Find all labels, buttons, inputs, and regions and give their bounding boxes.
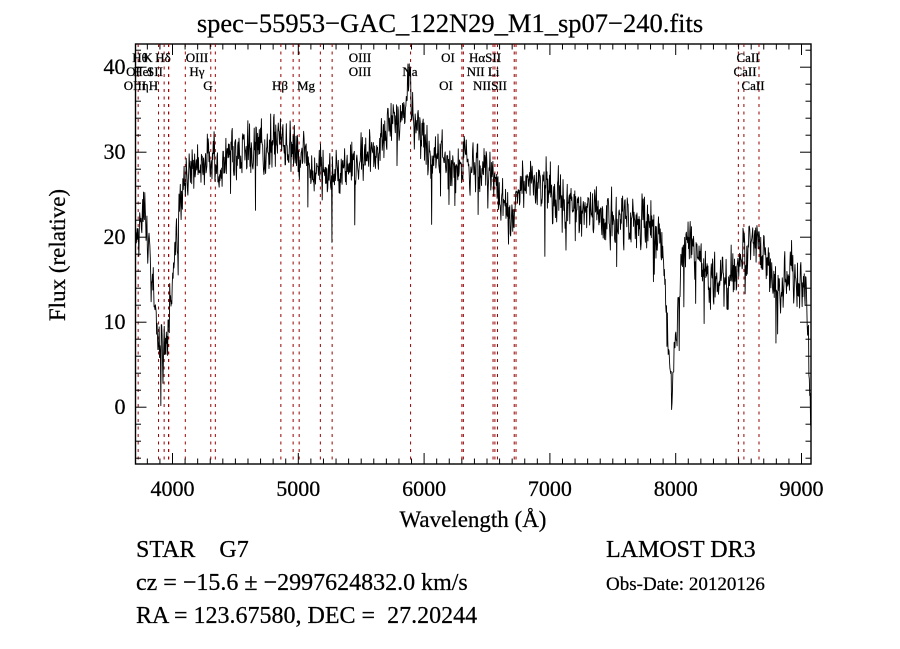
svg-text:7000: 7000 xyxy=(528,476,572,501)
svg-text:4000: 4000 xyxy=(151,476,195,501)
svg-text:40: 40 xyxy=(104,54,126,79)
svg-text:HαSII: HαSII xyxy=(469,50,501,65)
svg-text:30: 30 xyxy=(104,139,126,164)
svg-text:STAR G7: STAR G7 xyxy=(136,537,249,563)
svg-text:10: 10 xyxy=(104,309,126,334)
svg-text:OIII: OIII xyxy=(186,50,208,65)
svg-text:K: K xyxy=(143,50,153,65)
svg-text:Hδ: Hδ xyxy=(155,50,171,65)
svg-text:G: G xyxy=(203,78,212,93)
svg-text:5000: 5000 xyxy=(276,476,320,501)
svg-text:Mg: Mg xyxy=(297,78,316,93)
svg-text:6000: 6000 xyxy=(402,476,446,501)
svg-text:Obs-Date: 20120126: Obs-Date: 20120126 xyxy=(606,574,765,595)
svg-text:ηH: ηH xyxy=(142,78,158,93)
svg-text:spec−55953−GAC_122N29_M1_sp07−: spec−55953−GAC_122N29_M1_sp07−240.fits xyxy=(197,8,703,38)
svg-text:Hβ: Hβ xyxy=(272,78,288,93)
svg-text:CaII: CaII xyxy=(736,50,759,65)
svg-text:NII Li: NII Li xyxy=(467,64,500,79)
svg-text:9000: 9000 xyxy=(780,476,824,501)
svg-text:CaII: CaII xyxy=(733,64,756,79)
svg-text:Hγ: Hγ xyxy=(189,64,204,79)
svg-text:NIISII: NIISII xyxy=(473,78,507,93)
svg-text:OI: OI xyxy=(441,50,455,65)
svg-text:OI: OI xyxy=(439,78,453,93)
svg-text:0: 0 xyxy=(115,394,126,419)
svg-text:OIII: OIII xyxy=(349,64,371,79)
svg-text:CaII: CaII xyxy=(741,78,764,93)
svg-text:8000: 8000 xyxy=(654,476,698,501)
svg-text:Wavelength (Å): Wavelength (Å) xyxy=(400,507,547,532)
svg-text:OIII: OIII xyxy=(349,50,371,65)
svg-text:LAMOST DR3: LAMOST DR3 xyxy=(606,537,756,563)
svg-text:20: 20 xyxy=(104,224,126,249)
svg-text:SII: SII xyxy=(147,64,163,79)
svg-text:cz = −15.6 ± −2997624832.0 km/: cz = −15.6 ± −2997624832.0 km/s xyxy=(136,570,468,596)
svg-text:Na: Na xyxy=(402,64,417,79)
svg-text:Flux (relative): Flux (relative) xyxy=(45,189,70,321)
svg-text:RA = 123.67580, DEC = 27.2024: RA = 123.67580, DEC = 27.20244 xyxy=(136,603,477,629)
